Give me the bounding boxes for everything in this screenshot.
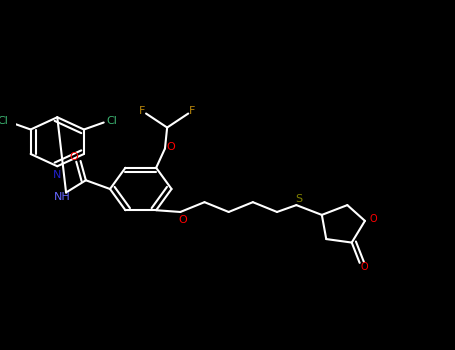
Text: O: O: [178, 215, 187, 225]
Text: Cl: Cl: [0, 116, 8, 126]
Text: Cl: Cl: [106, 116, 117, 126]
Text: O: O: [370, 214, 378, 224]
Text: O: O: [360, 262, 368, 272]
Text: NH: NH: [54, 192, 71, 202]
Text: O: O: [69, 153, 78, 162]
Text: F: F: [188, 106, 195, 116]
Text: F: F: [139, 106, 146, 116]
Text: S: S: [295, 194, 302, 204]
Text: O: O: [167, 142, 176, 152]
Text: N: N: [53, 170, 61, 180]
